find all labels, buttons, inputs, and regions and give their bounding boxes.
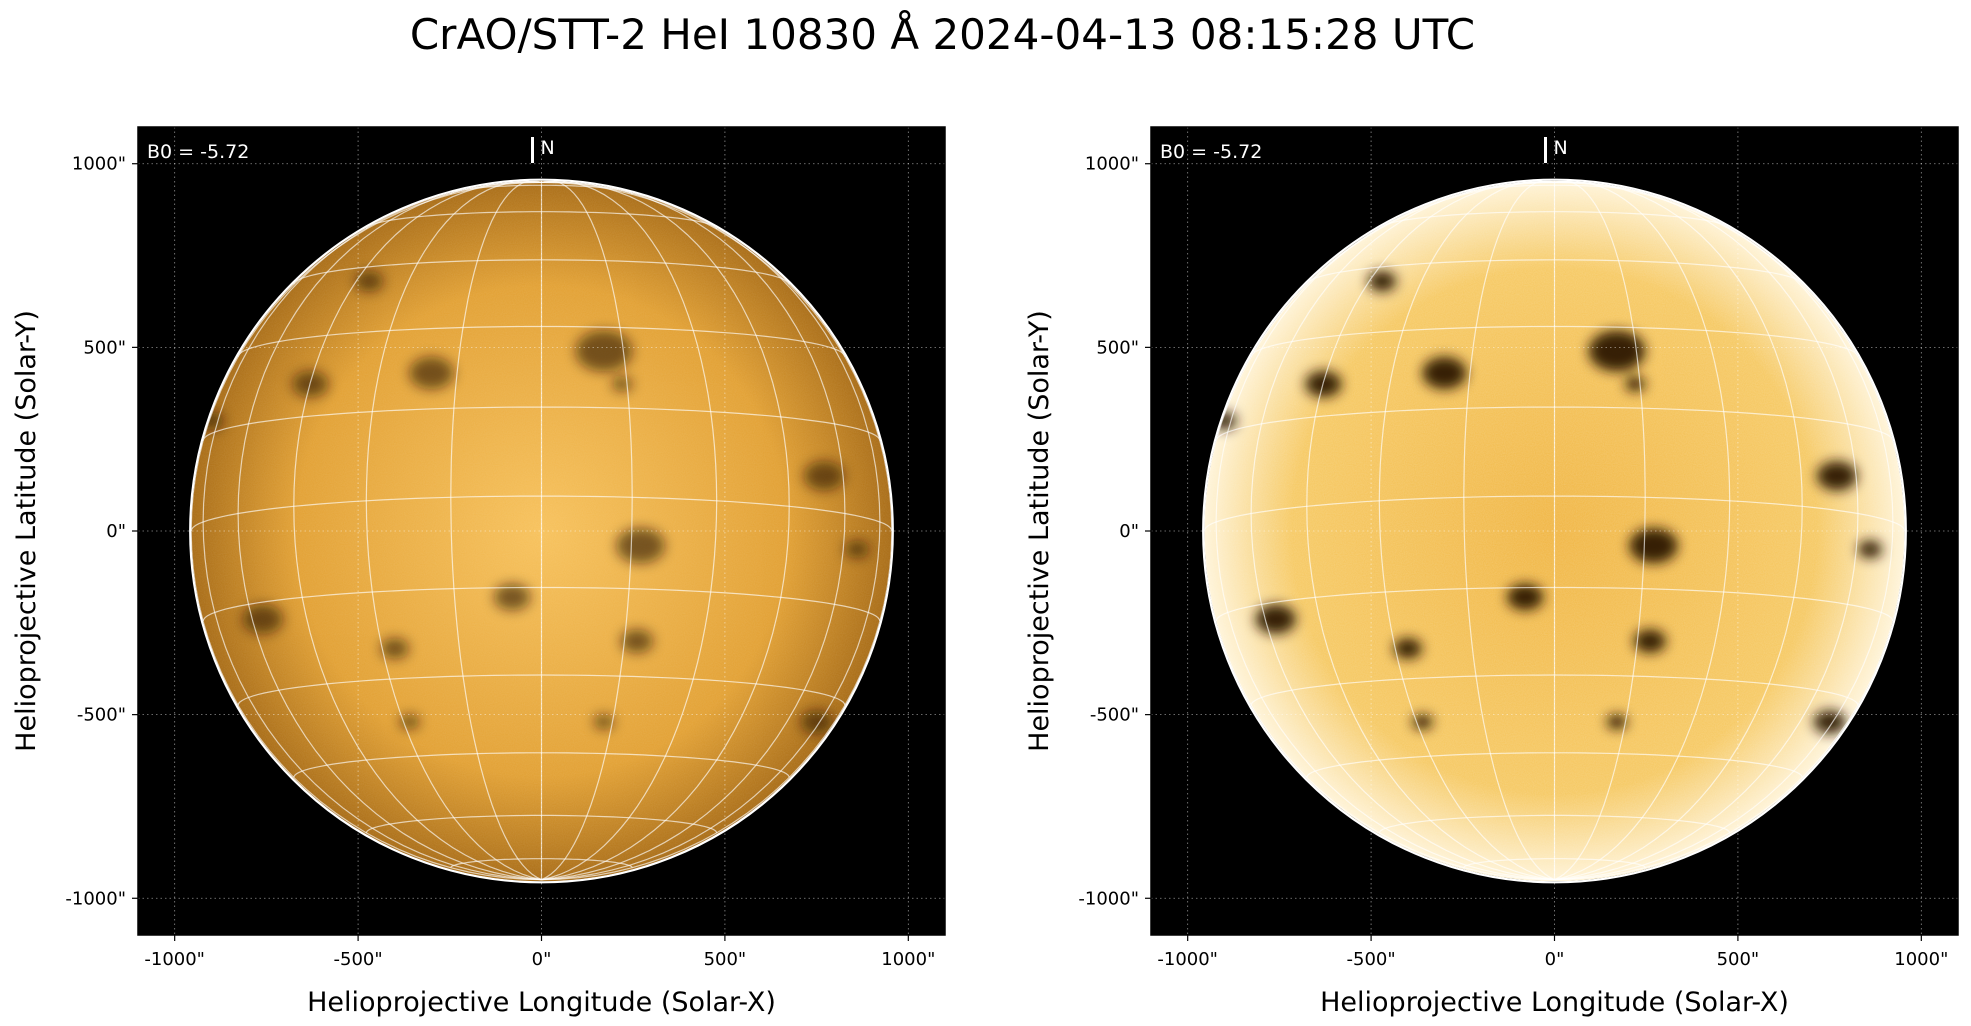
longitude-line bbox=[450, 180, 542, 881]
longitude-line bbox=[1250, 181, 1555, 881]
longitude-line bbox=[202, 181, 542, 881]
x-tick-label: 0" bbox=[1545, 949, 1565, 970]
y-axis-label: Helioprojective Latitude (Solar-Y) bbox=[1024, 310, 1055, 752]
dark-features bbox=[199, 270, 870, 734]
y-tick-label: 0" bbox=[1119, 521, 1139, 542]
y-tick-label: 500" bbox=[83, 337, 126, 358]
dark-feature bbox=[1393, 638, 1422, 659]
longitude-line bbox=[1463, 180, 1555, 881]
longitude-line bbox=[1215, 181, 1555, 881]
figure-title: CrAO/STT-2 HeI 10830 Å 2024-04-13 08:15:… bbox=[409, 10, 1476, 59]
dark-feature bbox=[1629, 528, 1678, 564]
dark-feature bbox=[1816, 461, 1858, 491]
y-tick-label: 500" bbox=[1096, 337, 1139, 358]
dark-feature bbox=[620, 629, 654, 653]
longitude-line bbox=[1554, 180, 1646, 881]
dark-feature bbox=[409, 356, 454, 390]
longitude-line bbox=[1378, 180, 1555, 881]
x-tick-label: 500" bbox=[704, 949, 747, 970]
dark-feature bbox=[575, 330, 633, 372]
x-axis-label: Helioprojective Longitude (Solar-X) bbox=[307, 987, 776, 1018]
dark-feature bbox=[380, 638, 409, 659]
dark-feature bbox=[1633, 629, 1667, 653]
x-axis-label: Helioprojective Longitude (Solar-X) bbox=[1320, 987, 1789, 1018]
dark-features bbox=[1212, 270, 1883, 734]
dark-feature bbox=[1857, 540, 1883, 559]
y-tick-label: -1000" bbox=[65, 888, 126, 909]
dark-feature bbox=[612, 376, 633, 392]
longitude-line bbox=[1554, 180, 1731, 881]
dark-feature bbox=[800, 710, 833, 734]
longitude-line bbox=[541, 181, 846, 881]
dark-feature bbox=[1506, 583, 1544, 611]
dark-feature bbox=[593, 714, 614, 730]
b0-label: B0 = -5.72 bbox=[1160, 141, 1262, 163]
longitude-line bbox=[541, 181, 881, 881]
dark-feature bbox=[242, 604, 283, 634]
x-tick-label: 0" bbox=[532, 949, 552, 970]
y-tick-label: 1000" bbox=[72, 154, 126, 175]
x-tick-label: -1000" bbox=[1157, 949, 1218, 970]
b0-label: B0 = -5.72 bbox=[147, 141, 249, 163]
panel-right: -1000" -500" 0" 500" 1000" 1000" 500" 0" -500" -1… bbox=[1024, 126, 1959, 1018]
dark-feature bbox=[354, 270, 384, 292]
solar-limb bbox=[1202, 178, 1907, 884]
panel-left: -1000" -500" 0" 500" 1000" 1000" 500" 0" -500" -1… bbox=[11, 126, 946, 1018]
y-tick-label: 0" bbox=[106, 521, 126, 542]
dark-feature bbox=[1588, 330, 1646, 372]
longitude-line bbox=[237, 181, 542, 881]
x-tick-label: 1000" bbox=[1894, 949, 1948, 970]
dark-feature bbox=[493, 583, 531, 611]
dark-feature bbox=[803, 461, 845, 491]
north-label: N bbox=[541, 137, 555, 159]
north-label: N bbox=[1554, 137, 1568, 159]
longitude-line bbox=[1554, 181, 1894, 881]
dark-feature bbox=[1367, 270, 1397, 292]
longitude-line bbox=[293, 180, 542, 881]
dark-feature bbox=[1606, 714, 1627, 730]
solar-limb bbox=[189, 178, 894, 884]
y-tick-label: -500" bbox=[1090, 705, 1139, 726]
x-tick-label: 1000" bbox=[881, 949, 935, 970]
dark-feature bbox=[616, 528, 665, 564]
x-tick-label: -500" bbox=[334, 949, 383, 970]
y-tick-label: -1000" bbox=[1078, 888, 1139, 909]
dark-feature bbox=[1422, 356, 1467, 390]
longitude-line bbox=[541, 180, 790, 881]
dark-feature bbox=[1255, 604, 1296, 634]
y-tick-label: 1000" bbox=[1085, 154, 1139, 175]
longitude-line bbox=[1554, 181, 1859, 881]
x-tick-label: -500" bbox=[1347, 949, 1396, 970]
dark-feature bbox=[1625, 376, 1646, 392]
dark-feature bbox=[1813, 710, 1846, 734]
longitude-line bbox=[541, 180, 633, 881]
dark-feature bbox=[844, 540, 870, 559]
x-tick-label: 500" bbox=[1717, 949, 1760, 970]
y-tick-label: -500" bbox=[77, 705, 126, 726]
longitude-line bbox=[1306, 180, 1555, 881]
longitude-line bbox=[1554, 180, 1803, 881]
longitude-line bbox=[365, 180, 542, 881]
longitude-line bbox=[541, 180, 718, 881]
y-axis-label: Helioprojective Latitude (Solar-Y) bbox=[11, 310, 42, 752]
x-tick-label: -1000" bbox=[144, 949, 205, 970]
